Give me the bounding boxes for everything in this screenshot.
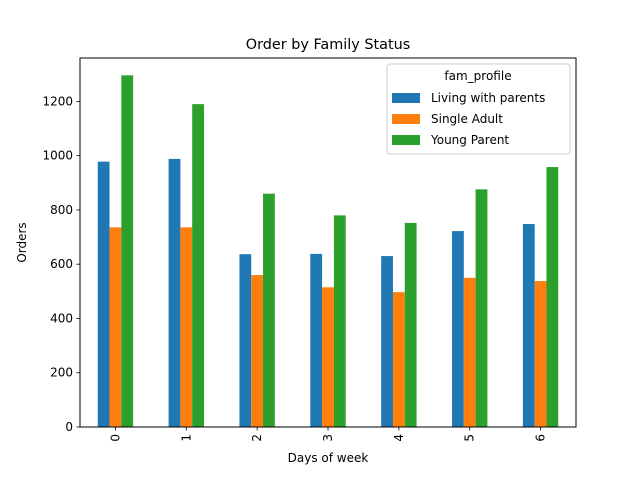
- bar: [392, 292, 405, 427]
- x-tick-label: 5: [463, 434, 477, 442]
- bar: [168, 158, 181, 427]
- y-tick-label: 400: [50, 311, 73, 325]
- bar: [463, 277, 476, 427]
- bar: [263, 193, 275, 427]
- bar: [381, 256, 393, 427]
- legend-label: Young Parent: [430, 133, 509, 147]
- y-axis-label: Orders: [15, 222, 29, 262]
- x-tick-label: 3: [321, 434, 335, 442]
- bar: [322, 287, 334, 427]
- y-tick-label: 800: [50, 203, 73, 217]
- bar: [180, 227, 193, 427]
- x-tick-label: 4: [392, 434, 406, 442]
- x-tick-label: 0: [108, 434, 122, 442]
- legend-label: Living with parents: [431, 91, 545, 105]
- bar: [452, 231, 464, 427]
- bar: [310, 253, 323, 427]
- legend-swatch: [392, 135, 420, 145]
- bar: [475, 189, 488, 427]
- y-tick-label: 200: [50, 366, 73, 380]
- bar: [239, 254, 252, 427]
- x-tick-label: 6: [534, 434, 548, 442]
- bar: [192, 104, 204, 428]
- x-tick-label: 2: [250, 434, 264, 442]
- y-tick-label: 0: [65, 420, 73, 434]
- plot-frame: [79, 57, 577, 428]
- legend-swatch: [392, 114, 420, 124]
- bar: [333, 215, 346, 427]
- y-axis: 0 200 400 600 800 1000 1200: [42, 94, 80, 434]
- legend-label: Single Adult: [431, 112, 503, 126]
- x-axis-label: Days of week: [288, 451, 369, 465]
- y-tick-label: 1000: [42, 149, 73, 163]
- y-tick-label: 600: [50, 257, 73, 271]
- x-tick-label: 1: [179, 434, 193, 442]
- x-axis: 0 1 2 3 4 5 6: [108, 427, 548, 442]
- bar: [404, 222, 417, 427]
- bar: [251, 275, 264, 427]
- bar: [522, 224, 535, 427]
- y-tick-label: 1200: [42, 94, 73, 108]
- bar: [109, 227, 122, 427]
- legend-box: [386, 63, 571, 155]
- legend: fam_profile Living with parents Single Ad…: [386, 63, 571, 155]
- legend-swatch: [392, 93, 420, 103]
- legend-title: fam_profile: [444, 69, 511, 83]
- bar: [97, 161, 110, 427]
- bar: [121, 75, 134, 428]
- bar: [546, 167, 559, 427]
- bar: [534, 281, 547, 427]
- chart-title: Order by Family Status: [246, 37, 410, 53]
- bars-group: [97, 75, 559, 428]
